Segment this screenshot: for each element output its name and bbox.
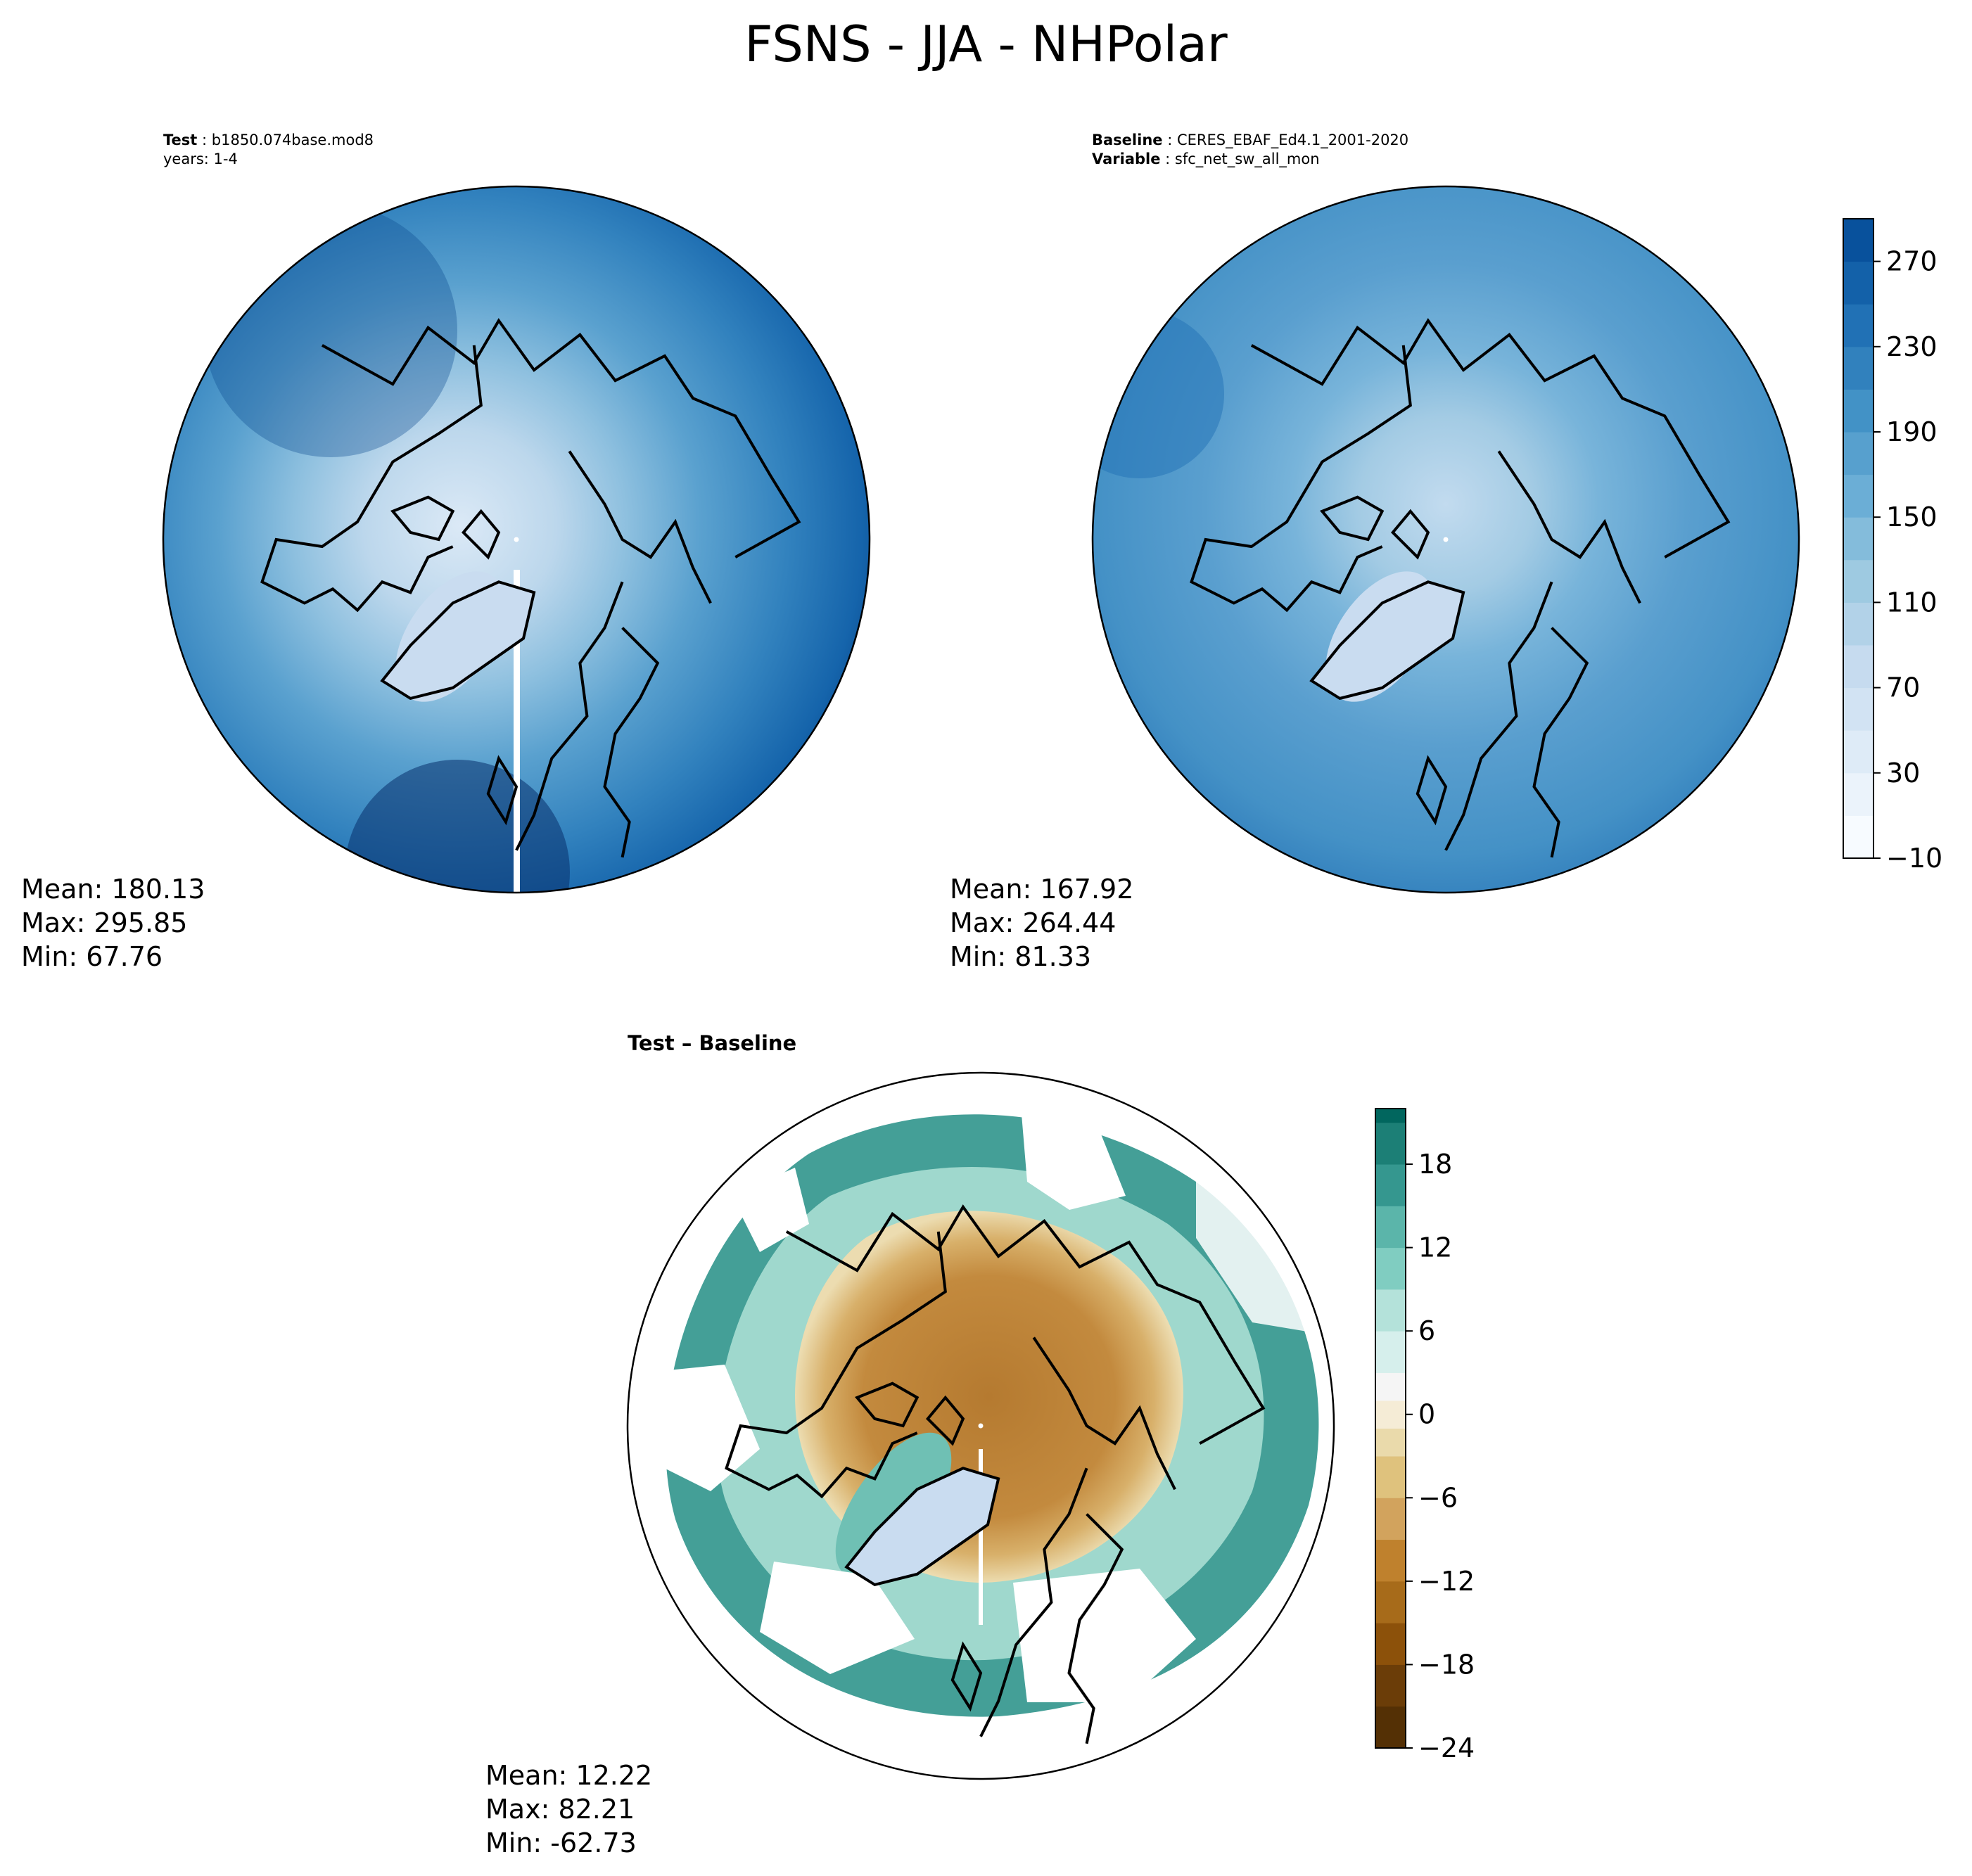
baseline-map — [1091, 185, 1800, 894]
colorbar-bin — [1843, 474, 1874, 518]
baseline-max: Max: 264.44 — [950, 907, 1117, 938]
colorbar-brbg: −24 −18 −12 −6 0 6 12 18 — [1375, 1108, 1475, 1763]
colorbar-bin — [1843, 815, 1874, 859]
colorbar-bin — [1843, 219, 1874, 262]
colorbar-bin — [1375, 1206, 1406, 1249]
colorbar-tick-label: 230 — [1886, 331, 1938, 362]
baseline-stats: Mean: 167.92 Max: 264.44 Min: 81.33 — [950, 872, 1133, 974]
colorbar-frame — [1843, 218, 1874, 859]
colorbar-bin — [1843, 389, 1874, 433]
diff-map — [626, 1071, 1335, 1780]
test-colon: : — [197, 132, 212, 148]
baseline-variable: Variable : sfc_net_sw_all_mon — [1092, 150, 1320, 169]
variable-name: sfc_net_sw_all_mon — [1174, 151, 1320, 167]
colorbar-bin — [1375, 1122, 1406, 1165]
colorbar-tick-label: 70 — [1886, 672, 1920, 703]
colorbar-bin — [1843, 730, 1874, 774]
colorbar-bin — [1843, 517, 1874, 561]
figure-title: FSNS - JJA - NHPolar — [744, 15, 1228, 73]
test-label: Test — [163, 132, 198, 148]
diff-max: Max: 82.21 — [485, 1794, 635, 1825]
baseline-mean: Mean: 167.92 — [950, 874, 1134, 905]
colorbar-tick-label: 270 — [1886, 246, 1938, 277]
colorbar-bin — [1375, 1372, 1406, 1401]
diff-mean: Mean: 12.22 — [485, 1760, 653, 1791]
colorbar-tick-label: −6 — [1418, 1482, 1458, 1513]
colorbar-bin — [1843, 772, 1874, 816]
baseline-colon: : — [1162, 132, 1177, 148]
colorbar-bin — [1843, 346, 1874, 390]
diff-stats: Mean: 12.22 Max: 82.21 Min: -62.73 — [485, 1759, 652, 1860]
test-min: Min: 67.76 — [21, 941, 163, 972]
baseline-title: Baseline : CERES_EBAF_Ed4.1_2001-2020 — [1092, 131, 1408, 150]
colorbar-tick-label: 6 — [1418, 1315, 1435, 1346]
colorbar-bin — [1843, 687, 1874, 731]
colorbar-bin — [1375, 1289, 1406, 1332]
colorbar-bin — [1843, 304, 1874, 347]
colorbar-bin — [1375, 1623, 1406, 1665]
baseline-label: Baseline — [1092, 132, 1163, 148]
colorbar-tick-label: 0 — [1418, 1399, 1435, 1430]
colorbar-frame — [1375, 1108, 1406, 1749]
baseline-name: CERES_EBAF_Ed4.1_2001-2020 — [1176, 132, 1409, 148]
colorbar-tick-label: 30 — [1886, 758, 1920, 789]
variable-colon: : — [1160, 151, 1175, 167]
diff-min: Min: -62.73 — [485, 1827, 637, 1858]
test-years: years: 1-4 — [163, 151, 238, 167]
colorbar-bin — [1375, 1706, 1406, 1749]
colorbar-bin — [1843, 645, 1874, 689]
colorbar-bin — [1375, 1428, 1406, 1457]
colorbar-bin — [1375, 1164, 1406, 1206]
baseline-min: Min: 81.33 — [950, 941, 1092, 972]
colorbar-tick-label: −18 — [1418, 1649, 1475, 1680]
colorbar-bin — [1843, 261, 1874, 305]
test-mean: Mean: 180.13 — [21, 874, 205, 905]
colorbar-tick-label: 190 — [1886, 416, 1938, 447]
colorbar-blues: −10 30 70 110 150 190 230 270 — [1843, 218, 1942, 874]
variable-label: Variable — [1092, 151, 1161, 167]
colorbar-bin — [1375, 1109, 1406, 1123]
colorbar-tick-label: 150 — [1886, 502, 1938, 532]
test-name: b1850.074base.mod8 — [211, 132, 374, 148]
test-map — [162, 185, 871, 894]
colorbar-bin — [1375, 1400, 1406, 1429]
colorbar-bin — [1843, 559, 1874, 603]
colorbar-tick-label: 110 — [1886, 587, 1938, 618]
colorbar-tick-label: −12 — [1418, 1566, 1475, 1597]
colorbar-bin — [1375, 1331, 1406, 1373]
test-stats: Mean: 180.13 Max: 295.85 Min: 67.76 — [21, 872, 205, 974]
colorbar-bin — [1843, 432, 1874, 476]
colorbar-bin — [1375, 1539, 1406, 1582]
colorbar-bin — [1375, 1664, 1406, 1707]
colorbar-tick-label: −10 — [1886, 843, 1942, 874]
colorbar-bin — [1375, 1456, 1406, 1498]
diff-title: Test – Baseline — [628, 1031, 797, 1055]
colorbar-bin — [1843, 602, 1874, 646]
colorbar-bin — [1375, 1581, 1406, 1623]
colorbar-tick-label: 18 — [1418, 1149, 1452, 1180]
colorbar-bin — [1375, 1247, 1406, 1290]
test-title: Test : b1850.074base.mod8 — [163, 131, 374, 150]
test-max: Max: 295.85 — [21, 907, 188, 938]
colorbar-tick-label: 12 — [1418, 1232, 1452, 1263]
colorbar-tick-label: −24 — [1418, 1733, 1475, 1763]
colorbar-bin — [1375, 1498, 1406, 1540]
